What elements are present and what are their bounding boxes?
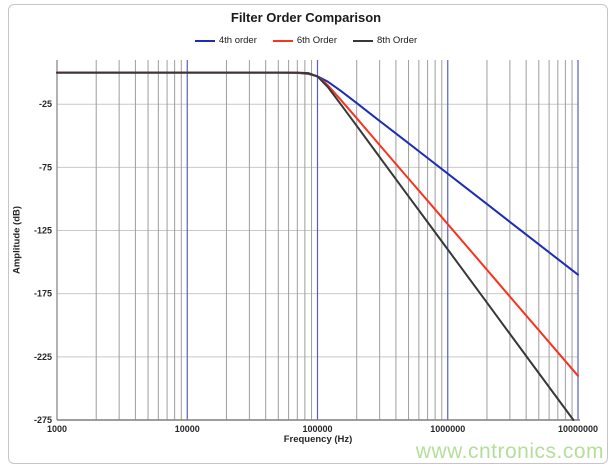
y-axis-title: Amplitude (dB) [11,205,23,275]
legend-label-8th-order: 8th Order [377,35,418,46]
legend-line-swatch-4th-order [194,39,215,43]
y-tick-label--125: -125 [34,226,52,236]
watermark: www.cntronics.com [415,440,604,463]
x-tick-label-10000: 10000 [175,424,200,434]
x-tick-label-10000000: 10000000 [558,424,598,434]
legend: 4th order 6th Order 8th Order [0,34,612,48]
chart-title: Filter Order Comparison [230,10,382,25]
legend-line-swatch-8th-order [353,39,374,43]
legend-line-swatch-6th-order [272,39,293,43]
x-tick-label-100000: 100000 [302,424,332,434]
legend-item-6th-order: 6th Order [272,35,338,46]
y-tick-label--175: -175 [34,289,52,299]
y-tick-label--275: -275 [34,415,52,425]
legend-item-8th-order: 8th Order [353,36,417,46]
x-tick-label-1000: 1000 [47,424,67,434]
legend-item-4th-order: 4th order [194,35,257,46]
series-line-8th-order [56,71,575,421]
x-axis-title: Frequency (Hz) [283,434,353,445]
y-tick-label--25: -25 [39,99,52,109]
legend-label-6th-order: 6th Order [296,35,338,46]
y-tick-label--75: -75 [39,162,52,172]
y-tick-label--225: -225 [34,352,52,362]
x-tick-label-1000000: 1000000 [430,424,465,434]
legend-label-4th-order: 4th order [218,35,257,46]
